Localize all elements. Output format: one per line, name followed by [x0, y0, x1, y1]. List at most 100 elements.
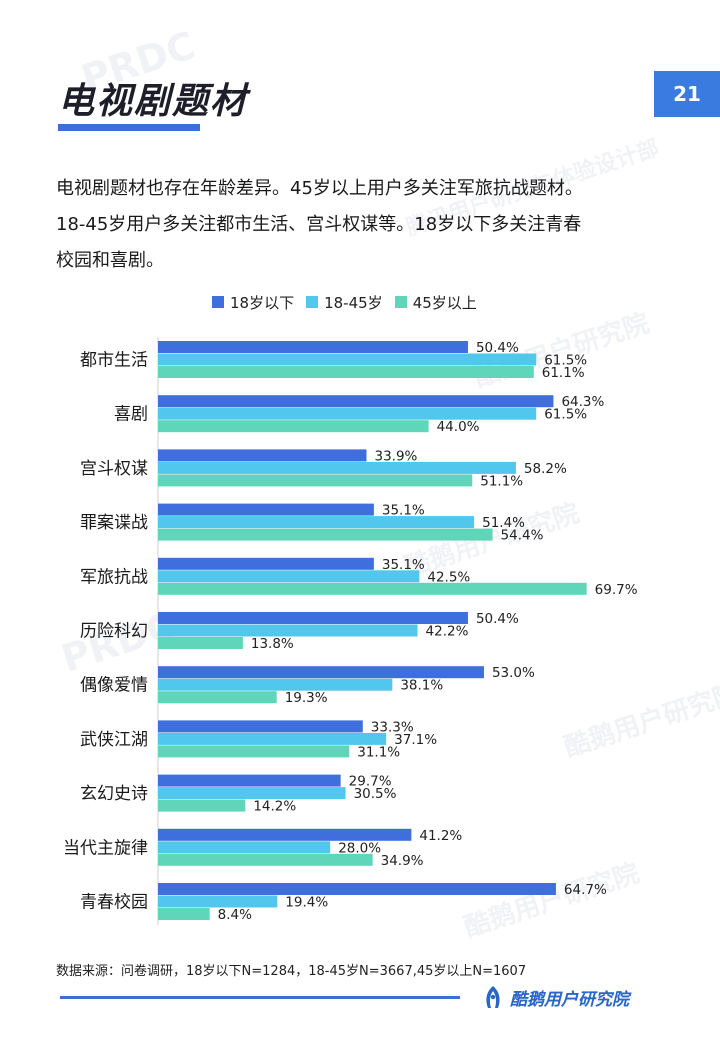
category-label: 青春校园 [80, 893, 148, 913]
bar [158, 732, 387, 745]
bar [158, 637, 243, 649]
title-underline [58, 124, 200, 131]
bar [158, 341, 468, 353]
data-label: 34.9% [381, 853, 424, 869]
data-label: 64.7% [564, 882, 607, 898]
bar [158, 841, 331, 854]
data-label: 51.1% [480, 473, 523, 489]
footer-line [60, 996, 460, 999]
bar [158, 624, 418, 637]
data-label: 13.8% [251, 636, 294, 652]
category-label: 宫斗权谋 [80, 459, 148, 479]
legend-label-over-45: 45岁以上 [412, 293, 477, 312]
data-label: 54.4% [501, 528, 544, 544]
category-label: 玄幻史诗 [80, 784, 148, 804]
intro-line-3: 校园和喜剧。 [56, 250, 164, 271]
intro-line-1: 电视剧题材也存在年龄差异。45岁以上用户多关注军旅抗战题材。 [56, 178, 583, 199]
data-label: 29.7% [349, 774, 392, 790]
chart-legend: 18岁以下 18-45岁 45岁以上 [212, 290, 489, 314]
legend-swatch-over-45 [394, 296, 407, 308]
data-label: 38.1% [400, 678, 443, 694]
bar [158, 745, 350, 758]
data-label: 50.4% [476, 611, 519, 627]
data-label: 33.3% [371, 719, 414, 735]
data-label: 42.5% [427, 569, 470, 585]
bar [158, 691, 277, 704]
bar [158, 420, 429, 433]
legend-label-under-18: 18岁以下 [230, 293, 295, 312]
data-label: 50.4% [476, 340, 519, 356]
bar [158, 353, 537, 366]
data-label: 8.4% [218, 907, 252, 923]
legend-item-under-18: 18岁以下 [212, 292, 294, 313]
category-label: 武侠江湖 [80, 730, 148, 750]
bar [158, 853, 373, 866]
data-label: 30.5% [354, 786, 397, 802]
bar [158, 366, 534, 378]
bar [158, 828, 412, 841]
legend-item-over-45: 45岁以上 [394, 292, 477, 313]
category-label: 喜剧 [114, 405, 148, 425]
bar [158, 557, 374, 570]
category-label: 军旅抗战 [80, 567, 148, 587]
legend-swatch-under-18 [212, 296, 224, 308]
bar [158, 570, 420, 583]
data-label: 61.5% [544, 407, 587, 423]
data-source-note: 数据来源：问卷调研，18岁以下N=1284，18-45岁N=3667,45岁以上… [56, 964, 527, 979]
bar [158, 449, 367, 462]
bar [158, 474, 473, 487]
bar [158, 516, 475, 529]
category-label: 当代主旋律 [63, 838, 148, 858]
legend-label-18-45: 18-45岁 [324, 293, 383, 312]
page-number-badge: 21 [654, 71, 720, 117]
data-label: 42.2% [426, 624, 469, 640]
data-label: 35.1% [382, 503, 425, 519]
legend-item-18-45: 18-45岁 [306, 292, 383, 313]
data-label: 44.0% [437, 419, 480, 435]
bar [158, 461, 516, 474]
data-label: 19.3% [285, 690, 328, 706]
bar [158, 395, 554, 408]
bar [158, 908, 210, 920]
data-label: 33.9% [374, 448, 417, 464]
bar [158, 612, 468, 624]
page-title: 电视剧题材 [58, 81, 249, 122]
data-label: 64.3% [561, 394, 604, 410]
bar [158, 666, 484, 679]
data-label: 51.4% [482, 515, 525, 531]
bar [158, 895, 278, 908]
bar [158, 503, 374, 516]
data-label: 28.0% [338, 840, 381, 856]
bar [158, 407, 537, 420]
bar [158, 678, 393, 691]
data-label: 19.4% [285, 895, 328, 911]
bar [158, 787, 346, 800]
data-label: 61.1% [542, 365, 585, 381]
data-label: 69.7% [595, 582, 638, 598]
bar [158, 799, 246, 812]
data-label: 53.0% [492, 665, 535, 681]
bar [158, 582, 587, 595]
category-label: 历险科幻 [80, 622, 148, 642]
bar [158, 720, 363, 733]
brand-footer: 酷鹅用户研究院 [482, 984, 629, 1010]
category-label: 偶像爱情 [80, 676, 148, 696]
data-label: 31.1% [357, 744, 400, 760]
category-label: 罪案谍战 [80, 513, 148, 533]
intro-text: 电视剧题材也存在年龄差异。45岁以上用户多关注军旅抗战题材。 18-45岁用户多… [56, 171, 676, 279]
brand-name: 酷鹅用户研究院 [510, 989, 629, 1010]
data-label: 35.1% [382, 557, 425, 573]
data-label: 61.5% [544, 353, 587, 369]
category-label: 都市生活 [80, 351, 148, 371]
data-label: 41.2% [419, 828, 462, 844]
intro-line-2: 18-45岁用户多关注都市生活、宫斗权谋等。18岁以下多关注青春 [56, 214, 582, 235]
bar [158, 774, 341, 787]
penguin-logo-icon [486, 986, 500, 1008]
data-label: 58.2% [524, 461, 567, 477]
bar [158, 528, 493, 541]
data-label: 37.1% [394, 732, 437, 748]
bar [158, 883, 556, 895]
legend-swatch-18-45 [306, 296, 319, 308]
data-label: 14.2% [253, 799, 296, 815]
